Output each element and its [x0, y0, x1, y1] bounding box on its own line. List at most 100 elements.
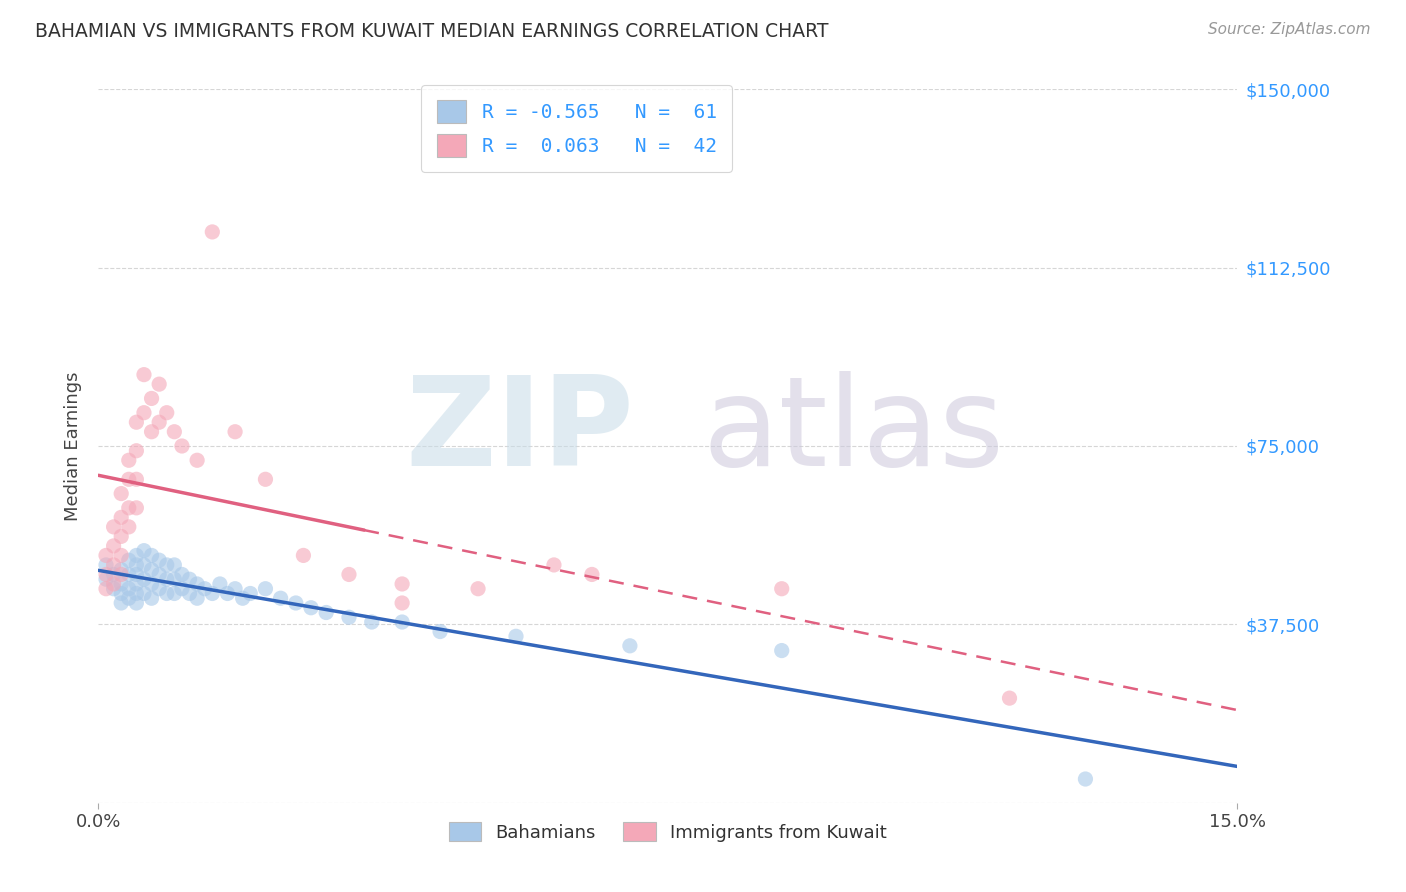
- Point: [110, 563, 132, 577]
- Point: [125, 472, 148, 486]
- Point: [118, 553, 141, 567]
- Point: [186, 591, 208, 606]
- Point: [148, 582, 170, 596]
- Point: [239, 586, 262, 600]
- Point: [170, 582, 193, 596]
- Point: [224, 582, 246, 596]
- Point: [141, 563, 163, 577]
- Point: [132, 558, 155, 572]
- Point: [148, 553, 170, 567]
- Point: [337, 610, 360, 624]
- Point: [391, 615, 413, 629]
- Point: [581, 567, 603, 582]
- Text: atlas: atlas: [702, 371, 1004, 492]
- Point: [132, 368, 155, 382]
- Point: [94, 567, 117, 582]
- Point: [467, 582, 489, 596]
- Point: [194, 582, 217, 596]
- Point: [391, 577, 413, 591]
- Point: [619, 639, 641, 653]
- Point: [141, 577, 163, 591]
- Point: [1074, 772, 1097, 786]
- Point: [254, 472, 277, 486]
- Point: [110, 529, 132, 543]
- Point: [110, 596, 132, 610]
- Point: [156, 586, 179, 600]
- Point: [118, 453, 141, 467]
- Point: [125, 443, 148, 458]
- Point: [118, 520, 141, 534]
- Legend: Bahamians, Immigrants from Kuwait: Bahamians, Immigrants from Kuwait: [440, 814, 896, 851]
- Point: [998, 691, 1021, 706]
- Point: [232, 591, 254, 606]
- Point: [179, 572, 201, 586]
- Point: [429, 624, 451, 639]
- Point: [125, 567, 148, 582]
- Point: [118, 472, 141, 486]
- Point: [179, 586, 201, 600]
- Text: ZIP: ZIP: [405, 371, 634, 492]
- Point: [148, 377, 170, 392]
- Point: [110, 577, 132, 591]
- Point: [125, 415, 148, 429]
- Point: [186, 453, 208, 467]
- Point: [299, 600, 322, 615]
- Point: [110, 586, 132, 600]
- Point: [141, 425, 163, 439]
- Point: [132, 406, 155, 420]
- Point: [148, 415, 170, 429]
- Point: [770, 582, 793, 596]
- Point: [125, 596, 148, 610]
- Point: [125, 577, 148, 591]
- Point: [391, 596, 413, 610]
- Point: [163, 425, 186, 439]
- Point: [103, 577, 125, 591]
- Point: [254, 582, 277, 596]
- Point: [284, 596, 307, 610]
- Point: [110, 567, 132, 582]
- Point: [770, 643, 793, 657]
- Text: BAHAMIAN VS IMMIGRANTS FROM KUWAIT MEDIAN EARNINGS CORRELATION CHART: BAHAMIAN VS IMMIGRANTS FROM KUWAIT MEDIA…: [35, 22, 828, 41]
- Point: [156, 572, 179, 586]
- Point: [110, 549, 132, 563]
- Point: [170, 567, 193, 582]
- Point: [103, 558, 125, 572]
- Point: [186, 577, 208, 591]
- Point: [94, 572, 117, 586]
- Point: [217, 586, 239, 600]
- Point: [141, 549, 163, 563]
- Y-axis label: Median Earnings: Median Earnings: [65, 371, 83, 521]
- Point: [125, 500, 148, 515]
- Point: [118, 582, 141, 596]
- Point: [132, 572, 155, 586]
- Point: [118, 567, 141, 582]
- Point: [94, 558, 117, 572]
- Point: [163, 558, 186, 572]
- Point: [208, 577, 231, 591]
- Point: [125, 549, 148, 563]
- Point: [141, 591, 163, 606]
- Point: [125, 558, 148, 572]
- Point: [103, 539, 125, 553]
- Point: [141, 392, 163, 406]
- Point: [163, 572, 186, 586]
- Point: [201, 586, 224, 600]
- Point: [292, 549, 315, 563]
- Point: [110, 510, 132, 524]
- Point: [110, 486, 132, 500]
- Point: [156, 406, 179, 420]
- Point: [94, 582, 117, 596]
- Point: [103, 582, 125, 596]
- Point: [103, 520, 125, 534]
- Point: [148, 567, 170, 582]
- Point: [156, 558, 179, 572]
- Point: [125, 586, 148, 600]
- Point: [337, 567, 360, 582]
- Point: [132, 586, 155, 600]
- Point: [132, 543, 155, 558]
- Point: [505, 629, 527, 643]
- Point: [103, 567, 125, 582]
- Text: Source: ZipAtlas.com: Source: ZipAtlas.com: [1208, 22, 1371, 37]
- Point: [543, 558, 565, 572]
- Point: [224, 425, 246, 439]
